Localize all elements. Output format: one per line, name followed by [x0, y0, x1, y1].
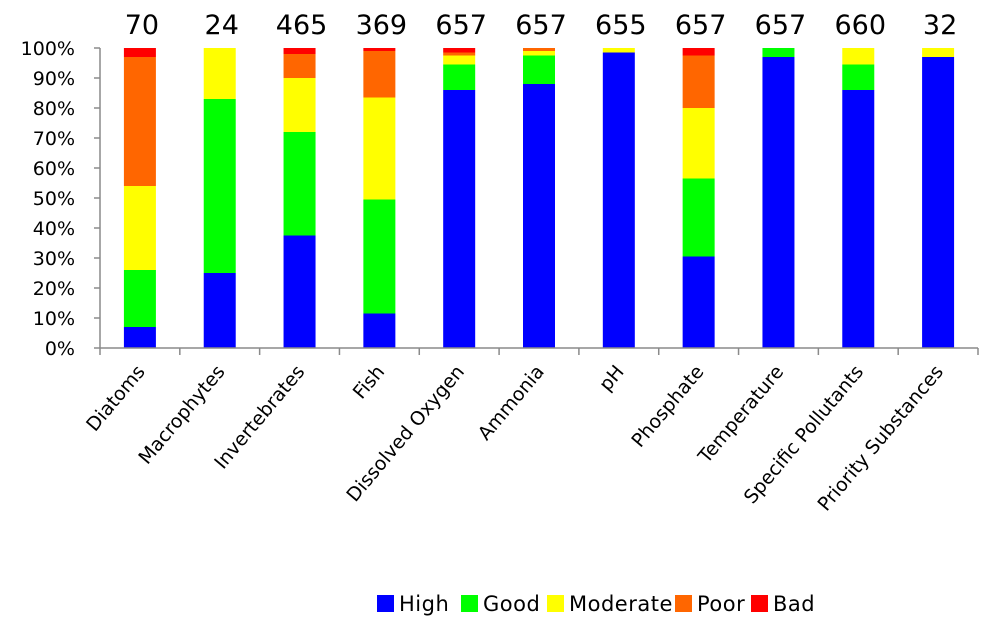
bar-ammonia-good: [523, 55, 555, 84]
bar-total-fish: 369: [356, 10, 408, 41]
bar-total-invertebrates: 465: [276, 10, 328, 41]
bar-priority-substances-moderate: [922, 48, 955, 57]
bar-diatoms-high: [123, 327, 156, 348]
bar-dissolved-oxygen-moderate: [443, 55, 476, 65]
y-tick-label: 30%: [33, 248, 75, 270]
legend-swatch-high: [377, 595, 394, 612]
bar-specific-pollutants-good: [842, 64, 875, 90]
legend-label-bad: Bad: [773, 592, 815, 616]
bar-phosphate-poor: [682, 55, 715, 108]
bar-invertebrates-good: [283, 132, 316, 236]
bar-dissolved-oxygen-good: [443, 64, 476, 90]
bars: [123, 48, 955, 348]
bar-total-dissolved-oxygen: 657: [435, 10, 487, 41]
x-tick-label-fish: Fish: [349, 361, 389, 403]
bar-invertebrates-poor: [283, 54, 316, 78]
legend-swatch-poor: [675, 595, 692, 612]
y-tick-label: 0%: [45, 338, 75, 360]
bar-invertebrates-high: [283, 235, 316, 348]
y-tick-label: 90%: [33, 68, 75, 90]
bar-fish-high: [363, 313, 396, 348]
bar-macrophytes-moderate: [203, 48, 236, 99]
bar-fish-good: [363, 199, 396, 314]
bar-diatoms-poor: [123, 57, 156, 186]
bar-ammonia-poor: [523, 48, 555, 51]
bar-fish-bad: [363, 48, 396, 51]
bar-ammonia-moderate: [523, 51, 555, 56]
x-tick-label-ammonia: Ammonia: [474, 361, 549, 445]
y-tick-label: 20%: [33, 278, 75, 300]
x-axis: [99, 347, 979, 355]
bar-total-macrophytes: 24: [205, 10, 239, 41]
bar-fish-moderate: [363, 97, 396, 200]
bar-phosphate-bad: [682, 48, 715, 56]
bar-fish-poor: [363, 51, 396, 98]
y-tick-label: 60%: [33, 158, 75, 180]
bar-invertebrates-bad: [283, 48, 316, 54]
y-tick-label: 10%: [33, 308, 75, 330]
x-tick-label-phosphate: Phosphate: [627, 361, 708, 452]
bar-specific-pollutants-moderate: [842, 48, 875, 65]
bar-totals: 70 24 465 369 657 657 655 657 657 660 32: [125, 10, 958, 41]
x-tick-label-ph: pH: [595, 361, 629, 395]
bar-total-priority-substances: 32: [923, 10, 957, 41]
bar-specific-pollutants-high: [842, 90, 875, 348]
legend-label-poor: Poor: [697, 592, 745, 616]
bar-total-temperature: 657: [755, 10, 807, 41]
legend-label-high: High: [399, 592, 449, 616]
bar-phosphate-moderate: [682, 108, 715, 179]
bar-ph-moderate: [602, 48, 635, 53]
x-tick-label-diatoms: Diatoms: [82, 361, 150, 436]
legend: High Good Moderate Poor Bad: [377, 592, 815, 616]
bar-temperature-good: [762, 48, 795, 57]
legend-swatch-bad: [751, 595, 768, 612]
legend-label-moderate: Moderate: [569, 592, 673, 616]
bar-dissolved-oxygen-bad: [443, 48, 476, 53]
y-axis: 0% 10% 20% 30% 40% 50% 60% 70% 80% 90% 100%: [21, 38, 101, 360]
bar-total-specific-pollutants: 660: [834, 10, 886, 41]
bar-temperature-high: [762, 57, 795, 348]
bar-total-ph: 655: [595, 10, 647, 41]
bar-diatoms-moderate: [123, 186, 156, 270]
bar-total-diatoms: 70: [125, 10, 159, 41]
bar-dissolved-oxygen-high: [443, 90, 476, 348]
bar-phosphate-good: [682, 178, 715, 257]
bar-phosphate-high: [682, 256, 715, 348]
bar-ph-high: [602, 52, 635, 348]
legend-label-good: Good: [483, 592, 540, 616]
bar-priority-substances-high: [922, 57, 955, 348]
bar-macrophytes-good: [203, 99, 236, 273]
legend-swatch-moderate: [547, 595, 564, 612]
bar-invertebrates-moderate: [283, 78, 316, 132]
y-tick-label: 100%: [21, 38, 75, 60]
bar-diatoms-good: [123, 270, 156, 327]
bar-ammonia-high: [523, 84, 555, 348]
bar-macrophytes-high: [203, 273, 236, 348]
bar-total-ammonia: 657: [515, 10, 567, 41]
y-tick-label: 50%: [33, 188, 75, 210]
legend-swatch-good: [461, 595, 478, 612]
y-tick-label: 80%: [33, 98, 75, 120]
y-tick-label: 40%: [33, 218, 75, 240]
bar-total-phosphate: 657: [675, 10, 727, 41]
bar-diatoms-bad: [123, 48, 156, 57]
bar-dissolved-oxygen-poor: [443, 52, 476, 56]
y-tick-label: 70%: [33, 128, 75, 150]
